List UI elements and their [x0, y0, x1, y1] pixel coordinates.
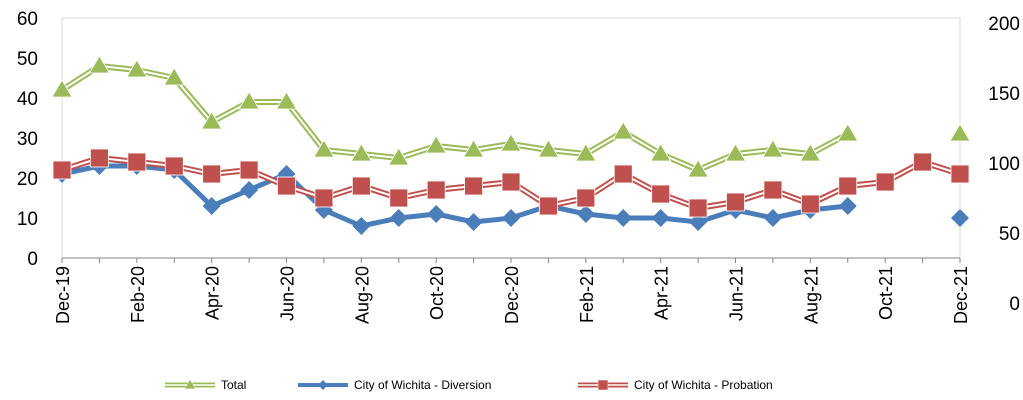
legend-marker	[184, 379, 196, 390]
point	[427, 205, 446, 223]
point	[389, 188, 409, 208]
point	[200, 111, 223, 130]
x-tick-label: Feb-21	[577, 266, 597, 323]
point	[649, 143, 672, 162]
x-tick-label: Dec-20	[502, 266, 522, 324]
point	[800, 194, 820, 214]
point	[724, 143, 747, 162]
legend-marker	[318, 380, 328, 390]
y2-tick-label: 100	[988, 154, 1020, 175]
point	[352, 217, 371, 235]
point	[539, 196, 558, 216]
point	[388, 147, 410, 166]
point	[799, 143, 822, 162]
point	[202, 164, 222, 184]
point	[651, 209, 670, 227]
legend-label: Total	[221, 378, 246, 392]
x-tick-label: Apr-21	[652, 266, 672, 320]
point	[500, 133, 522, 152]
y-tick-label: 30	[17, 129, 38, 150]
point	[277, 176, 296, 196]
point	[238, 91, 260, 110]
point	[614, 209, 633, 227]
point	[202, 197, 221, 215]
point	[537, 139, 560, 158]
legend-label: City of Wichita - Probation	[634, 378, 773, 392]
point	[576, 205, 595, 223]
point	[164, 156, 184, 176]
x-tick-label: Oct-21	[876, 266, 896, 320]
point	[313, 139, 335, 158]
point	[351, 176, 371, 196]
point	[425, 135, 447, 154]
point	[52, 160, 72, 180]
legend-marker	[597, 379, 609, 391]
point	[163, 67, 185, 86]
point	[502, 209, 520, 227]
point	[762, 139, 784, 158]
y2-tick-label: 50	[999, 224, 1020, 245]
point	[126, 59, 148, 78]
point	[501, 172, 521, 192]
y-tick-label: 50	[17, 49, 38, 70]
point	[687, 159, 709, 178]
point	[576, 188, 596, 208]
x-tick-label: Apr-20	[203, 266, 223, 320]
point	[239, 160, 259, 180]
y-tick-label: 40	[17, 89, 38, 110]
x-tick-label: Dec-21	[951, 266, 971, 324]
point	[462, 139, 485, 158]
point	[127, 152, 147, 172]
point	[51, 79, 73, 98]
point	[426, 180, 446, 200]
x-tick-label: Feb-20	[128, 266, 148, 323]
x-tick-label: Dec-19	[53, 266, 73, 324]
point	[875, 172, 895, 192]
point	[949, 123, 971, 142]
x-tick-label: Aug-21	[801, 266, 821, 324]
point	[763, 180, 783, 200]
point	[763, 209, 782, 227]
point	[88, 55, 111, 74]
point	[240, 181, 259, 199]
x-tick-label: Aug-20	[352, 266, 372, 324]
point	[464, 176, 483, 196]
series-line-inner	[62, 66, 960, 170]
point	[838, 176, 858, 196]
y-tick-label: 10	[17, 209, 38, 230]
point	[913, 152, 932, 172]
x-tick-label: Oct-20	[427, 266, 447, 320]
point	[951, 209, 969, 227]
y-tick-label: 20	[17, 169, 38, 190]
point	[726, 192, 745, 212]
point	[389, 209, 408, 227]
point	[837, 123, 859, 142]
point	[314, 188, 334, 208]
point	[575, 143, 597, 162]
point	[688, 198, 708, 218]
legend-label: City of Wichita - Diversion	[354, 378, 491, 392]
point	[90, 148, 109, 168]
point	[950, 164, 970, 184]
point	[689, 213, 708, 231]
point	[612, 121, 634, 140]
x-tick-label: Jun-21	[727, 266, 747, 321]
point	[838, 197, 857, 215]
series-line	[62, 66, 960, 170]
y2-tick-label: 0	[1009, 294, 1020, 315]
y-tick-label: 0	[27, 249, 38, 270]
point	[464, 213, 483, 231]
x-tick-label: Jun-20	[278, 266, 298, 321]
y2-tick-label: 200	[988, 14, 1020, 35]
point	[613, 164, 633, 184]
y-tick-label: 60	[17, 9, 38, 30]
point	[651, 184, 671, 204]
point	[350, 143, 373, 162]
point	[275, 91, 298, 110]
y2-tick-label: 150	[988, 84, 1020, 105]
